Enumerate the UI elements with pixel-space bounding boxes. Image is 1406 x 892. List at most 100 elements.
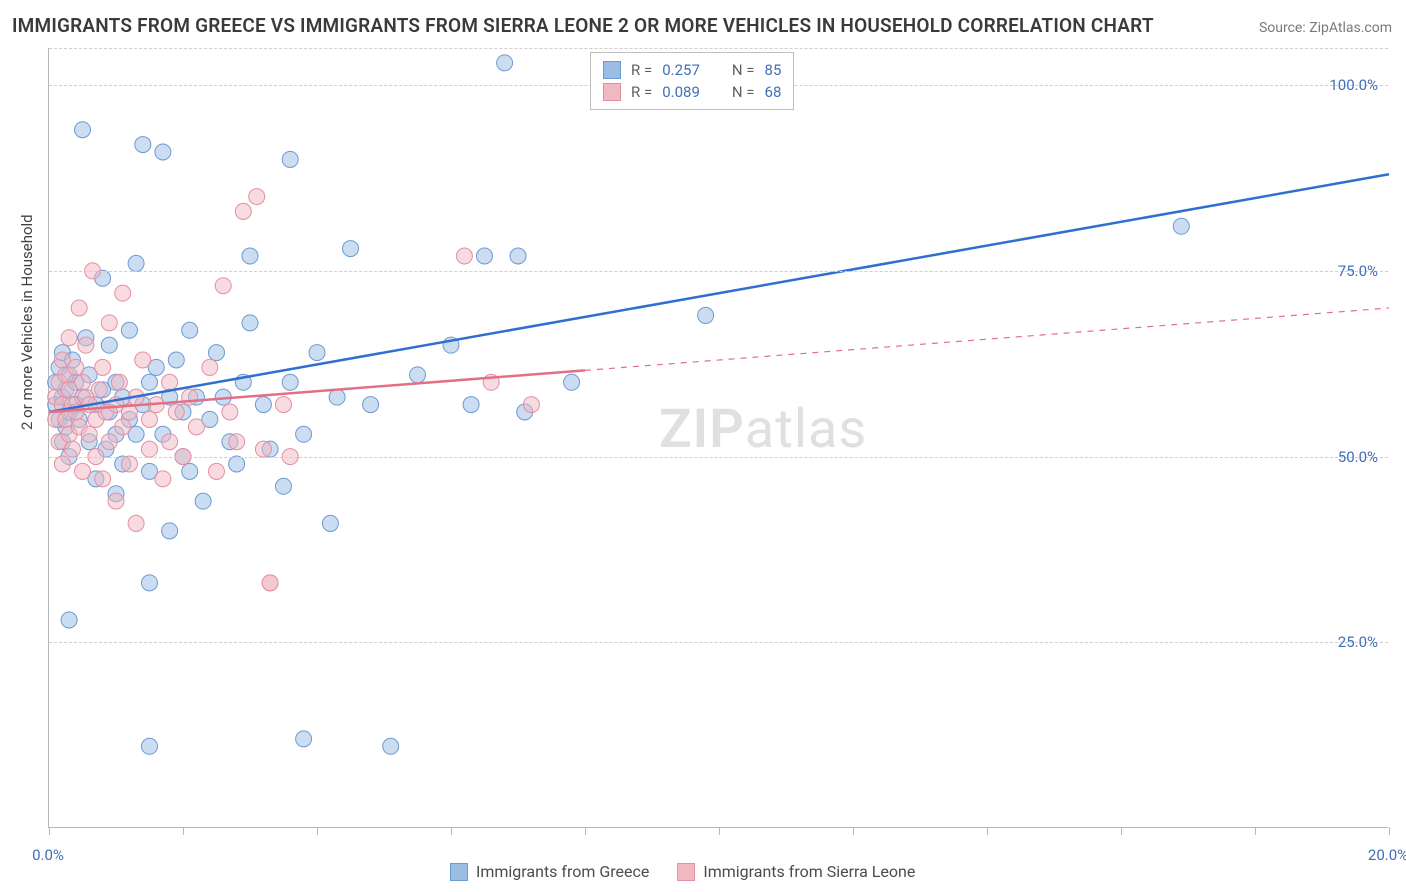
chart-title: IMMIGRANTS FROM GREECE VS IMMIGRANTS FRO…	[12, 14, 1154, 37]
legend-r-label: R =	[631, 83, 652, 101]
x-tick	[1121, 827, 1122, 835]
legend-r-label: R =	[631, 61, 652, 79]
scatter-point	[343, 241, 359, 257]
legend-swatch	[450, 863, 468, 881]
gridline-horizontal	[49, 271, 1388, 272]
scatter-point	[162, 374, 178, 390]
scatter-point	[276, 478, 292, 494]
scatter-point	[54, 456, 70, 472]
scatter-point	[322, 515, 338, 531]
scatter-point	[95, 471, 111, 487]
scatter-point	[135, 352, 151, 368]
scatter-point	[188, 419, 204, 435]
trend-line	[49, 370, 585, 412]
y-tick-label: 50.0%	[1338, 448, 1378, 466]
scatter-point	[115, 419, 131, 435]
scatter-point	[155, 144, 171, 160]
x-tick	[1389, 827, 1390, 835]
legend-swatch	[603, 61, 621, 79]
x-tick	[317, 827, 318, 835]
scatter-point	[463, 397, 479, 413]
scatter-point	[282, 151, 298, 167]
scatter-point	[497, 55, 513, 71]
gridline-horizontal	[49, 642, 1388, 643]
scatter-point	[111, 374, 127, 390]
x-tick	[853, 827, 854, 835]
y-tick-label: 100.0%	[1329, 76, 1378, 94]
scatter-point	[262, 575, 278, 591]
scatter-point	[456, 248, 472, 264]
scatter-point	[282, 374, 298, 390]
scatter-point	[363, 397, 379, 413]
x-tick	[183, 827, 184, 835]
scatter-point	[81, 426, 97, 442]
x-tick	[585, 827, 586, 835]
scatter-point	[383, 738, 399, 754]
scatter-point	[477, 248, 493, 264]
scatter-point	[235, 203, 251, 219]
scatter-point	[523, 397, 539, 413]
x-tick	[49, 827, 50, 835]
x-tick-label: 20.0%	[1368, 846, 1406, 864]
legend-item: Immigrants from Greece	[450, 862, 649, 881]
x-tick	[987, 827, 988, 835]
scatter-point	[75, 122, 91, 138]
plot-area: ZIPatlas 25.0%50.0%75.0%100.0%	[48, 48, 1388, 828]
scatter-point	[229, 434, 245, 450]
scatter-point	[510, 248, 526, 264]
scatter-point	[215, 278, 231, 294]
scatter-point	[128, 255, 144, 271]
scatter-point	[182, 322, 198, 338]
scatter-point	[101, 434, 117, 450]
legend-n-value: 85	[765, 61, 782, 79]
scatter-point	[121, 456, 137, 472]
scatter-point	[276, 397, 292, 413]
scatter-point	[75, 463, 91, 479]
scatter-chart	[49, 48, 1388, 827]
scatter-point	[242, 248, 258, 264]
x-tick	[1255, 827, 1256, 835]
scatter-point	[115, 285, 131, 301]
scatter-point	[128, 515, 144, 531]
x-tick	[451, 827, 452, 835]
legend-stats: R =0.257N =85R =0.089N =68	[590, 52, 794, 110]
scatter-point	[1173, 218, 1189, 234]
legend-series-name: Immigrants from Sierra Leone	[703, 862, 915, 881]
scatter-point	[168, 352, 184, 368]
scatter-point	[229, 456, 245, 472]
legend-item: Immigrants from Sierra Leone	[677, 862, 915, 881]
title-bar: IMMIGRANTS FROM GREECE VS IMMIGRANTS FRO…	[12, 14, 1392, 37]
scatter-point	[155, 471, 171, 487]
legend-r-value: 0.257	[662, 61, 700, 79]
scatter-point	[410, 367, 426, 383]
scatter-point	[142, 411, 158, 427]
scatter-point	[71, 300, 87, 316]
y-tick-label: 75.0%	[1338, 262, 1378, 280]
y-tick-label: 25.0%	[1338, 633, 1378, 651]
scatter-point	[142, 441, 158, 457]
scatter-point	[242, 315, 258, 331]
scatter-point	[249, 189, 265, 205]
scatter-point	[168, 404, 184, 420]
x-tick	[719, 827, 720, 835]
scatter-point	[329, 389, 345, 405]
scatter-point	[162, 434, 178, 450]
scatter-point	[209, 345, 225, 361]
scatter-point	[202, 359, 218, 375]
legend-series-name: Immigrants from Greece	[476, 862, 649, 881]
scatter-point	[296, 731, 312, 747]
scatter-point	[101, 337, 117, 353]
gridline-horizontal	[49, 457, 1388, 458]
scatter-point	[135, 137, 151, 153]
legend-r-value: 0.089	[662, 83, 700, 101]
scatter-point	[68, 359, 84, 375]
gridline-horizontal	[49, 48, 1388, 49]
scatter-point	[95, 359, 111, 375]
scatter-point	[142, 575, 158, 591]
scatter-point	[78, 337, 94, 353]
legend-stat-row: R =0.257N =85	[603, 59, 781, 81]
scatter-point	[61, 612, 77, 628]
scatter-point	[101, 315, 117, 331]
scatter-point	[75, 374, 91, 390]
scatter-point	[182, 463, 198, 479]
